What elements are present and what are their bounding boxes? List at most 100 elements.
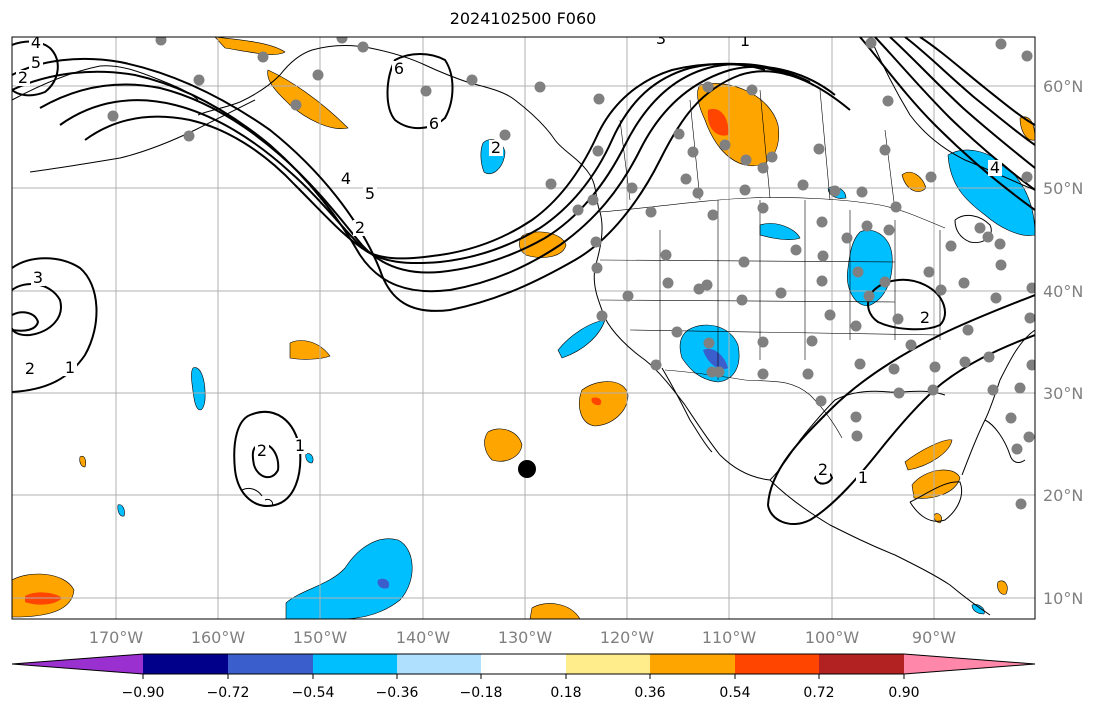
station-dot — [739, 184, 751, 196]
station-dot — [545, 178, 557, 190]
station-dot — [499, 129, 511, 141]
contour-label: 3 — [656, 29, 666, 48]
station-dot — [854, 358, 866, 370]
contour-label-bg — [988, 160, 1002, 176]
us-canada-border — [599, 197, 946, 229]
shade-negative-strong — [377, 578, 390, 589]
shade-negative — [191, 367, 206, 411]
station-dot — [183, 130, 195, 142]
contour-label-bg — [63, 360, 77, 376]
station-dot — [680, 173, 692, 185]
lon-tick-label: 90°W — [912, 628, 956, 647]
station-dot — [622, 290, 634, 302]
station-dot — [766, 151, 778, 163]
colorbar-extend-high — [904, 654, 1035, 674]
station-dot — [626, 182, 638, 194]
station-dot — [987, 384, 999, 396]
shade-negative — [971, 604, 985, 615]
station-dot — [312, 69, 324, 81]
colorbar-tick-label: −0.36 — [376, 685, 419, 701]
shaded-field-layer — [12, 37, 1035, 619]
station-dot — [1021, 50, 1033, 62]
lat-tick-label: 10°N — [1043, 589, 1083, 608]
station-dot — [824, 309, 836, 321]
lon-tick-label: 170°W — [89, 628, 144, 647]
station-dot — [1014, 382, 1026, 394]
contour-label: 2 — [920, 308, 930, 327]
contour-label-bg — [293, 438, 307, 454]
contour-label: 4 — [31, 33, 41, 52]
contour-label-bg — [339, 171, 353, 187]
contour-line — [889, 37, 1035, 169]
us-mexico-border — [664, 369, 843, 439]
coast-yucatan — [909, 481, 963, 522]
shade-positive — [911, 469, 961, 499]
station-dot — [336, 37, 348, 44]
station-dot — [923, 266, 935, 278]
colorbar-tick-label: 0.54 — [719, 685, 750, 701]
station-dot — [591, 262, 603, 274]
shade-positive-strong — [707, 108, 729, 136]
station-dot — [1015, 498, 1027, 510]
station-dot — [746, 84, 758, 96]
contour-label-bg — [918, 310, 932, 326]
station-dot — [706, 366, 718, 378]
map-frame — [11, 36, 1036, 620]
station-dot — [592, 145, 604, 157]
colorbar-tick-label: −0.72 — [207, 685, 250, 701]
station-dot — [673, 128, 685, 140]
station-dot — [815, 395, 827, 407]
colorbar-segment — [819, 654, 904, 674]
contour-label: 1 — [295, 436, 305, 455]
station-dot — [883, 224, 895, 236]
lon-tick-label: 140°W — [396, 628, 451, 647]
map-background — [12, 37, 1035, 619]
station-dot — [1011, 443, 1023, 455]
colorbar-segment — [566, 654, 650, 674]
colorbar-segment — [313, 654, 397, 674]
shade-positive — [519, 231, 567, 258]
station-dot — [817, 250, 829, 262]
contour-label: 5 — [365, 184, 375, 203]
shade-positive — [997, 580, 1008, 595]
station-dot — [736, 294, 748, 306]
station-dot — [193, 74, 205, 86]
station-dot — [357, 41, 369, 53]
contour-label: 6 — [429, 114, 439, 133]
coast-north-america — [197, 45, 601, 213]
contour-label-bg — [856, 470, 870, 486]
colorbar-tick-label: −0.54 — [292, 685, 335, 701]
shade-negative — [305, 453, 314, 464]
station-dot — [534, 81, 546, 93]
contour-label-bg — [16, 70, 30, 86]
station-dot — [982, 231, 994, 243]
coast-baja — [661, 367, 713, 453]
station-dot — [572, 204, 584, 216]
contour-label: 2 — [257, 441, 267, 460]
station-dot — [882, 95, 894, 107]
contour-line — [12, 65, 836, 293]
station-dot — [107, 110, 119, 122]
station-dot — [420, 85, 432, 97]
station-dot — [879, 276, 891, 288]
contour-label-bg — [363, 186, 377, 202]
contour-label-bg — [23, 361, 37, 377]
lon-tick-label: 110°W — [702, 628, 757, 647]
colorbar-tick-label: 0.72 — [803, 685, 834, 701]
station-dot — [660, 249, 672, 261]
station-dot — [945, 240, 957, 252]
contour-label-bg — [31, 270, 45, 286]
contour-label: 3 — [33, 268, 43, 287]
station-dot — [983, 351, 995, 363]
station-dot — [466, 74, 478, 86]
station-dot — [816, 216, 828, 228]
contour-label-bg — [427, 116, 441, 132]
contour-label: 4 — [990, 158, 1000, 177]
station-dot — [757, 162, 769, 174]
contour-line — [904, 37, 1035, 146]
graticule — [12, 37, 1035, 619]
station-dot — [974, 222, 986, 234]
station-dot — [671, 326, 683, 338]
contour-line — [919, 37, 1035, 126]
lat-tick-label: 30°N — [1043, 384, 1083, 403]
